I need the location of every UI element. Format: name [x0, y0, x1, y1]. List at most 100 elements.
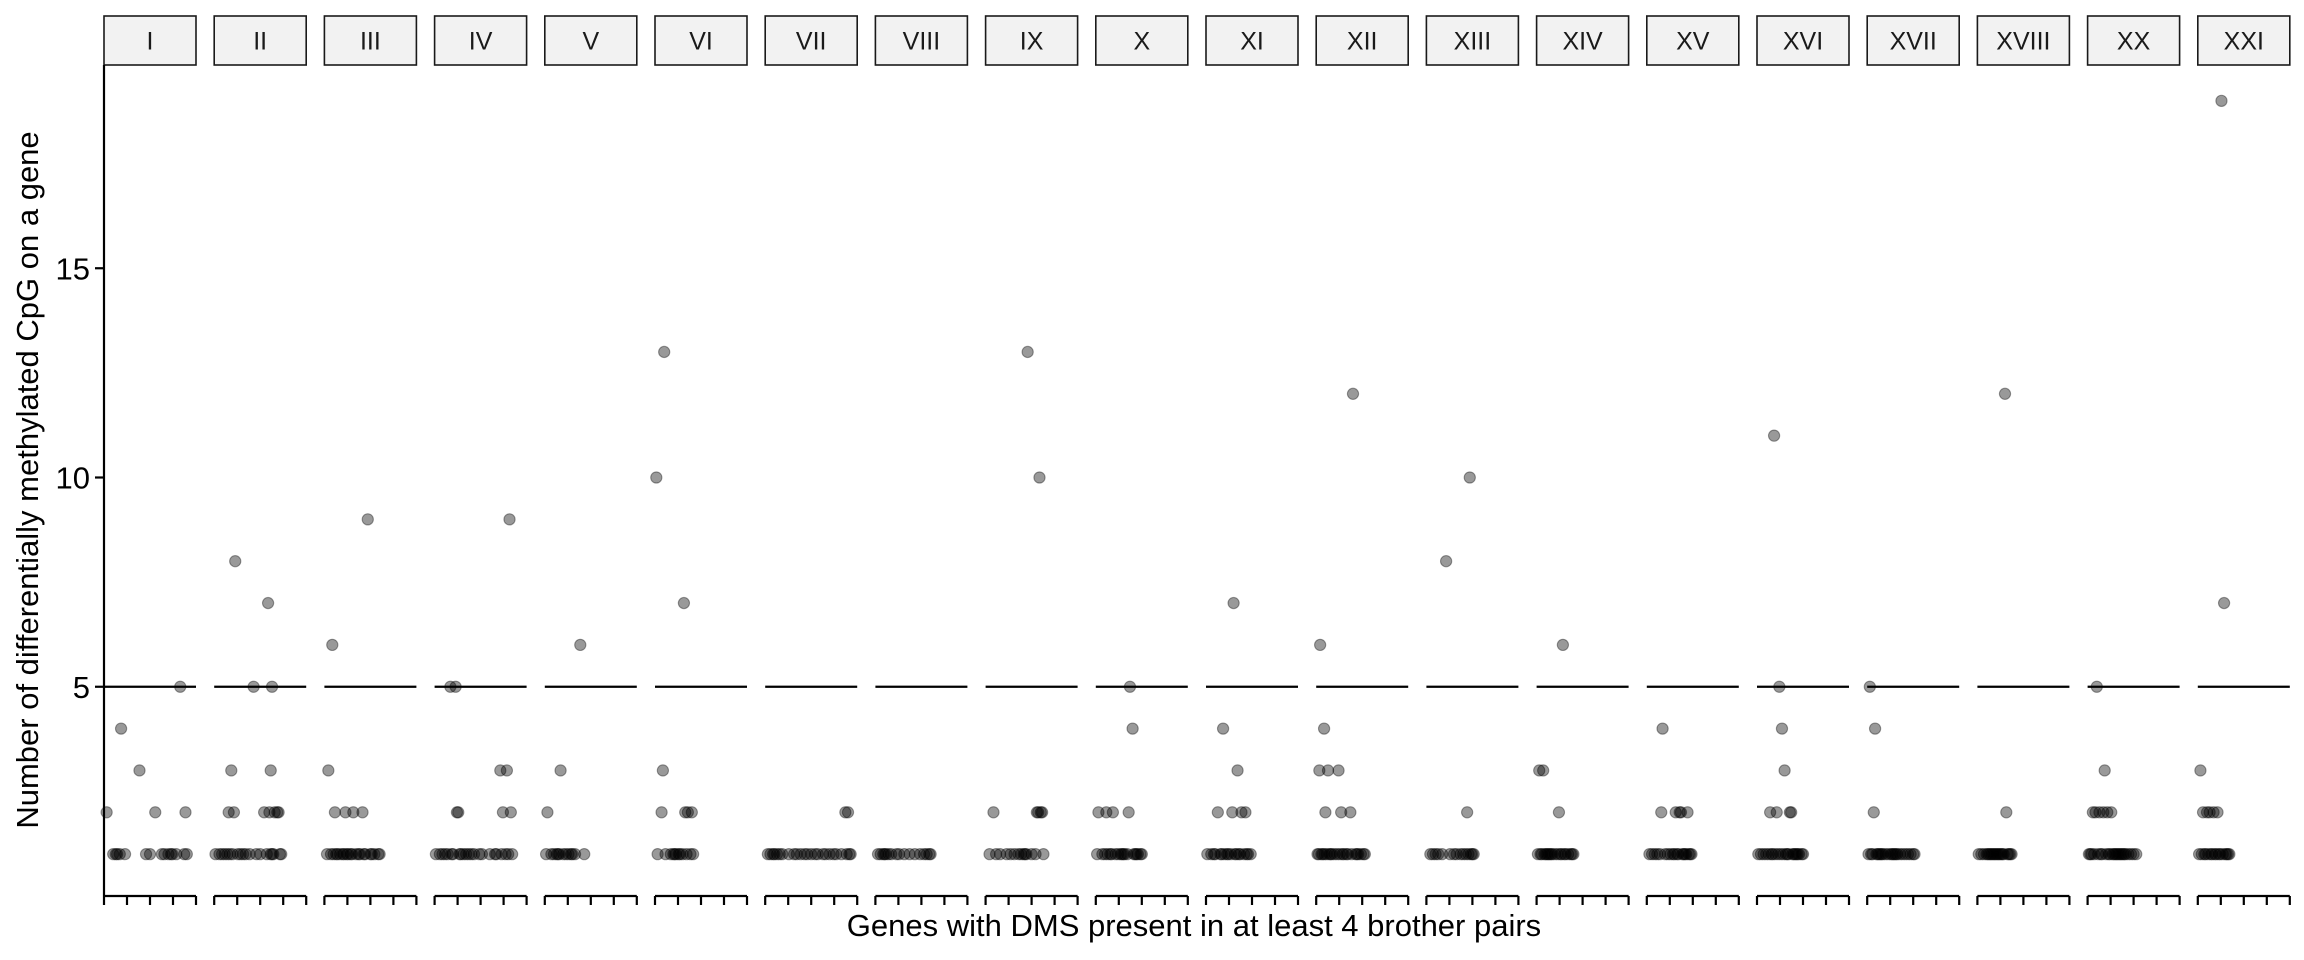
data-point — [1901, 848, 1915, 861]
data-point — [345, 848, 359, 861]
data-point — [553, 848, 566, 861]
data-point — [892, 848, 906, 861]
data-point — [1864, 848, 1878, 861]
data-point — [1114, 848, 1127, 861]
data-point — [179, 806, 192, 819]
data-point — [1992, 848, 2005, 861]
data-point — [2198, 848, 2211, 861]
data-point — [1333, 848, 1347, 861]
data-point — [2112, 848, 2126, 861]
data-point — [1666, 848, 1680, 861]
data-point — [2094, 848, 2107, 861]
data-point — [1767, 429, 1781, 442]
data-point — [1983, 848, 1996, 861]
data-point — [830, 848, 843, 861]
data-point — [2219, 848, 2232, 861]
data-point — [798, 848, 811, 861]
data-point — [368, 848, 381, 861]
data-point — [1870, 848, 1883, 861]
data-point — [1426, 848, 1440, 861]
data-point — [989, 848, 1003, 861]
y-tick-label: 10 — [56, 461, 90, 496]
data-point — [841, 806, 855, 819]
data-point — [1135, 848, 1148, 861]
data-point — [2223, 848, 2236, 861]
data-point — [1766, 848, 1779, 861]
data-point — [2122, 848, 2135, 861]
data-point — [488, 848, 502, 861]
data-point — [164, 848, 178, 861]
data-point — [459, 848, 473, 861]
data-point — [1235, 806, 1248, 819]
data-point — [1130, 848, 1143, 861]
data-point — [331, 848, 344, 861]
data-point — [334, 848, 347, 861]
data-point — [267, 848, 280, 861]
data-point — [680, 848, 693, 861]
data-point — [2220, 848, 2233, 861]
facet-strip-label: XII — [1347, 28, 1378, 56]
data-point — [1893, 848, 1907, 861]
data-point — [1754, 848, 1768, 861]
facet-strip — [543, 15, 638, 66]
data-point — [559, 848, 572, 861]
data-point — [1778, 764, 1791, 777]
data-point — [2097, 806, 2110, 819]
facet-strip-label: I — [147, 28, 154, 56]
data-point — [1234, 848, 1247, 861]
data-point — [554, 764, 567, 777]
data-point — [686, 848, 700, 861]
data-point — [475, 848, 489, 861]
facet-strip-label: V — [582, 28, 599, 56]
data-point — [1205, 848, 1218, 861]
facet-strip-label: II — [253, 28, 267, 56]
data-point — [155, 848, 168, 861]
data-point — [890, 848, 903, 861]
data-point — [1872, 848, 1886, 861]
data-point — [2088, 848, 2101, 861]
data-point — [1032, 806, 1045, 819]
data-point — [272, 806, 285, 819]
data-point — [1792, 848, 1806, 861]
data-point — [1544, 848, 1558, 861]
data-point — [1340, 848, 1353, 861]
data-point — [1226, 806, 1239, 819]
data-point — [1244, 848, 1257, 861]
data-point — [776, 848, 789, 861]
data-point — [465, 848, 478, 861]
data-point — [357, 848, 370, 861]
data-point — [1552, 806, 1566, 819]
data-point — [162, 848, 175, 861]
data-point — [353, 848, 367, 861]
data-point — [557, 848, 570, 861]
data-point — [1548, 848, 1562, 861]
data-point — [247, 680, 260, 693]
data-point — [496, 806, 510, 819]
data-point — [885, 848, 898, 861]
data-point — [1211, 806, 1224, 819]
data-point — [1551, 848, 1564, 861]
data-point — [924, 848, 937, 861]
data-point — [2093, 806, 2106, 819]
data-point — [1443, 848, 1457, 861]
data-point — [1216, 722, 1230, 735]
data-point — [681, 806, 695, 819]
data-point — [782, 848, 796, 861]
data-point — [2202, 848, 2215, 861]
data-point — [457, 848, 470, 861]
data-point — [109, 848, 122, 861]
data-point — [100, 806, 113, 819]
data-point — [243, 848, 256, 861]
data-point — [2213, 848, 2227, 861]
data-point — [656, 764, 670, 777]
data-point — [801, 848, 814, 861]
data-point — [467, 848, 481, 861]
data-point — [1352, 848, 1365, 861]
data-point — [1889, 848, 1903, 861]
data-point — [114, 722, 128, 735]
data-point — [1227, 596, 1240, 610]
facet-strip — [1756, 15, 1850, 66]
data-point — [1871, 848, 1884, 861]
data-point — [1567, 848, 1580, 861]
data-point — [1538, 848, 1551, 861]
